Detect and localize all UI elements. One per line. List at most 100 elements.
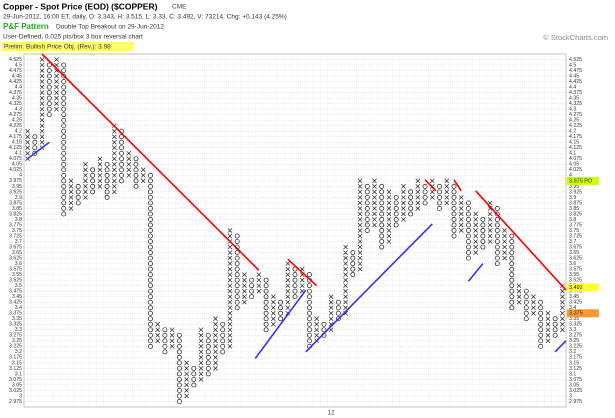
y-tick-label-right: 3.675 [569,244,582,250]
y-tick-label-right: 3.05 [569,382,579,388]
trendline [453,179,462,192]
x-column [83,161,88,200]
o-column [133,156,139,189]
y-tick-label: 4 [19,173,22,179]
o-column [393,194,399,228]
y-tick-label: 3.275 [9,333,22,339]
y-tick-label: 3.75 [12,228,22,234]
o-column [538,299,544,349]
exchange: CME [172,4,187,11]
y-tick-label-right: 3.525 [569,278,582,284]
x-column [140,167,146,184]
x-column [401,184,406,222]
y-tick-label: 4.05 [12,162,22,168]
o-column [480,217,486,250]
y-tick-label: 3.45 [12,294,22,300]
y-tick-label-right: 3.925 [569,189,582,195]
y-tick-label: 3.25 [12,338,22,344]
y-tick-label: 3.6 [15,261,22,267]
y-tick-label-right: 3.7 [569,239,576,245]
y-tick-label: 3.425 [9,300,22,306]
price-objective-bg [2,42,134,51]
y-tick-label-right: 3 [569,393,572,399]
price-objective: Prelim. Bullish Price Obj. (Rev.): 3.98 [4,44,111,51]
y-tick-label-right: 3.475 [569,289,582,295]
y-tick-label-right: 4.175 [569,134,582,140]
info-line: 29-Jun-2012, 16:00 ET, daily, O: 3.343, … [3,14,287,21]
y-tick-label: 3.225 [9,344,22,350]
y-tick-label: 3.725 [9,233,22,239]
y-tick-label-right: 3.8 [569,217,576,223]
x-column [198,327,204,382]
y-tick-label-right: 3.425 [569,300,582,306]
y-tick-label-right: 3.275 [569,333,582,339]
y-tick-label: 3.075 [9,377,22,383]
y-tick-label-right: 4.225 [569,123,582,129]
y-tick-label-right: 3.875 [569,200,582,206]
x-column [531,294,536,316]
y-tick-label: 3.3 [15,327,22,333]
y-tick-label-right: 4.425 [569,79,582,85]
y-tick-label-right: 4.475 [569,68,582,74]
y-tick-label: 3.625 [9,255,22,261]
y-tick-label: 3.85 [12,206,22,212]
pattern-label: P&F Pattern [3,22,49,31]
y-tick-label-right: 3.2 [569,349,576,355]
o-column [465,200,471,261]
y-tick-label-right: 3.6 [569,261,576,267]
trendline [475,190,567,291]
x-column [54,57,59,112]
o-column [307,272,312,349]
x-column [473,211,479,255]
y-tick-label: 4.525 [9,57,22,63]
x-column [444,178,450,206]
y-tick-label: 3.1 [15,371,22,377]
o-column [451,183,457,239]
y-tick-label-right: 4.15 [569,140,579,146]
y-tick-label: 3.675 [9,244,22,250]
y-tick-label: 3.15 [12,360,22,366]
x-column [415,178,421,211]
y-tick-label-right: 3.575 [569,266,582,272]
y-tick-label: 3.9 [15,195,22,201]
x-column [458,195,464,233]
o-column [32,134,38,156]
y-tick-label-right: 4.25 [569,118,579,124]
y-tick-label: 3.475 [9,289,22,295]
y-tick-label: 3.35 [12,316,22,322]
y-tick-label: 4.3 [15,107,22,113]
y-tick-label: 3.875 [9,200,22,206]
y-tick-label: 4.15 [12,140,22,146]
price-label: 3.492 [569,285,583,291]
trendline [27,141,50,160]
y-tick-label: 4.325 [9,101,22,107]
y-tick-label-right: 3.075 [569,377,582,383]
y-tick-label-right: 3.35 [569,316,579,322]
y-tick-label-right: 3.1 [569,371,576,377]
o-column [509,233,515,311]
o-column [234,233,240,311]
x-column [68,178,74,211]
x-column [25,128,30,162]
y-tick-label-right: 4.275 [569,112,582,118]
y-tick-label-right: 4 [569,173,572,179]
x-column [357,178,363,272]
x-column [242,272,247,305]
y-tick-label: 3.375 [9,311,22,317]
x-column [169,327,175,349]
x-column [184,360,189,399]
o-column [292,266,298,300]
y-tick-label: 3.575 [9,266,22,272]
y-tick-label: 3.325 [9,322,22,328]
y-tick-label-right: 3.175 [569,355,582,361]
trendline [41,53,260,271]
y-tick-label: 4.5 [15,62,22,68]
o-column [162,327,168,355]
y-tick-label: 3.975 [9,178,22,184]
y-tick-label: 3.025 [9,388,22,394]
y-tick-label: 3.125 [9,366,22,372]
y-tick-label: 4.1 [15,151,22,157]
y-tick-label-right: 3.25 [569,338,579,344]
y-tick-label: 4.075 [9,156,22,162]
y-tick-label-right: 4.525 [569,57,582,63]
